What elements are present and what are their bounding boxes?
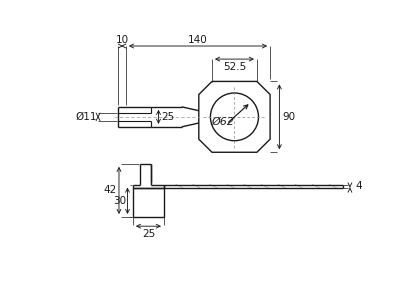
Text: Ø11: Ø11 xyxy=(76,112,97,122)
Text: 42: 42 xyxy=(103,185,116,195)
Text: 25: 25 xyxy=(161,112,174,122)
Text: 10: 10 xyxy=(116,35,129,45)
Text: 52.5: 52.5 xyxy=(223,62,246,72)
Text: 30: 30 xyxy=(113,196,126,206)
Text: 4: 4 xyxy=(355,181,362,191)
Text: 90: 90 xyxy=(282,112,295,122)
Text: 25: 25 xyxy=(142,229,155,239)
Text: Ø62: Ø62 xyxy=(211,117,234,127)
Text: 140: 140 xyxy=(188,35,208,45)
